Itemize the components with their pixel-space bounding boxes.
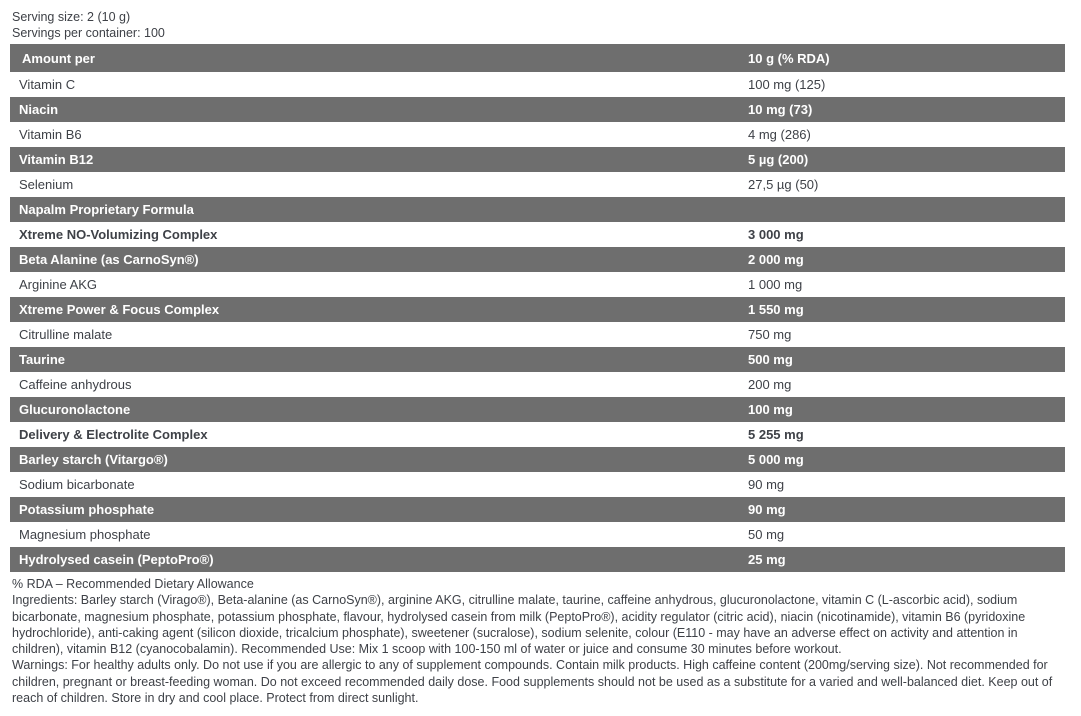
- nutrition-table: Amount per 10 g (% RDA) Vitamin C 100 mg …: [10, 44, 1065, 572]
- row-value: 200 mg: [748, 377, 792, 392]
- row-name: Xtreme NO-Volumizing Complex: [19, 227, 218, 242]
- row-value: 90 mg: [748, 502, 786, 517]
- row-value: 750 mg: [748, 327, 792, 342]
- row-name: Beta Alanine (as CarnoSyn®): [19, 252, 199, 267]
- table-row: Taurine 500 mg: [10, 347, 1065, 372]
- table-row: Xtreme Power & Focus Complex 1 550 mg: [10, 297, 1065, 322]
- row-name: Taurine: [19, 352, 65, 367]
- row-name: Sodium bicarbonate: [19, 477, 135, 492]
- row-value: 10 mg (73): [748, 102, 813, 117]
- row-name: Xtreme Power & Focus Complex: [19, 302, 220, 317]
- row-value: 3 000 mg: [748, 227, 804, 242]
- column-header-amount-per: Amount per: [22, 50, 95, 66]
- row-name: Vitamin C: [19, 77, 76, 92]
- row-name: Niacin: [19, 102, 59, 117]
- table-row: Delivery & Electrolite Complex 5 255 mg: [10, 422, 1065, 447]
- table-row: Vitamin B6 4 mg (286): [10, 122, 1065, 147]
- table-row: Hydrolysed casein (PeptoPro®) 25 mg: [10, 547, 1065, 572]
- row-value: 27,5 µg (50): [748, 177, 819, 192]
- table-row: Potassium phosphate 90 mg: [10, 497, 1065, 522]
- table-row: Napalm Proprietary Formula: [10, 197, 1065, 222]
- row-value: 50 mg: [748, 527, 785, 542]
- serving-size: Serving size: 2 (10 g): [12, 10, 131, 24]
- table-row: Sodium bicarbonate 90 mg: [10, 472, 1065, 497]
- row-name: Barley starch (Vitargo®): [19, 452, 168, 467]
- table-row: Beta Alanine (as CarnoSyn®) 2 000 mg: [10, 247, 1065, 272]
- serving-info: Serving size: 2 (10 g) Servings per cont…: [0, 0, 1081, 44]
- row-value: 2 000 mg: [748, 252, 804, 267]
- table-row: Glucuronolactone 100 mg: [10, 397, 1065, 422]
- row-name: Hydrolysed casein (PeptoPro®): [19, 552, 214, 567]
- row-name: Vitamin B12: [19, 152, 94, 167]
- row-value: 4 mg (286): [748, 127, 811, 142]
- label-footnotes: % RDA – Recommended Dietary Allowance In…: [12, 576, 1070, 706]
- table-row: Selenium 27,5 µg (50): [10, 172, 1065, 197]
- row-name: Delivery & Electrolite Complex: [19, 427, 208, 442]
- ingredients-text: Ingredients: Barley starch (Virago®), Be…: [12, 593, 1026, 657]
- servings-per-container: Servings per container: 100: [12, 26, 165, 40]
- table-row: Vitamin B12 5 µg (200): [10, 147, 1065, 172]
- warnings-text: Warnings: For healthy adults only. Do no…: [12, 658, 1053, 706]
- table-row: Arginine AKG 1 000 mg: [10, 272, 1065, 297]
- table-row: Xtreme NO-Volumizing Complex 3 000 mg: [10, 222, 1065, 247]
- row-value: 5 000 mg: [748, 452, 804, 467]
- table-row: Niacin 10 mg (73): [10, 97, 1065, 122]
- row-name: Selenium: [19, 177, 74, 192]
- row-name: Potassium phosphate: [19, 502, 155, 517]
- row-name: Napalm Proprietary Formula: [19, 202, 194, 217]
- row-name: Citrulline malate: [19, 327, 113, 342]
- row-name: Caffeine anhydrous: [19, 377, 132, 392]
- row-value: 100 mg (125): [748, 77, 826, 92]
- column-header-per-serving: 10 g (% RDA): [748, 50, 830, 66]
- table-row: Magnesium phosphate 50 mg: [10, 522, 1065, 547]
- rda-footnote: % RDA – Recommended Dietary Allowance: [12, 577, 254, 591]
- row-name: Glucuronolactone: [19, 402, 131, 417]
- row-value: 5 µg (200): [748, 152, 809, 167]
- row-value: 500 mg: [748, 352, 793, 367]
- row-name: Magnesium phosphate: [19, 527, 151, 542]
- table-row: Vitamin C 100 mg (125): [10, 72, 1065, 97]
- table-row: Caffeine anhydrous 200 mg: [10, 372, 1065, 397]
- table-header-row: Amount per 10 g (% RDA): [10, 44, 1065, 72]
- row-name: Vitamin B6: [19, 127, 82, 142]
- row-value: 1 550 mg: [748, 302, 804, 317]
- row-value: 90 mg: [748, 477, 785, 492]
- row-value: 100 mg: [748, 402, 793, 417]
- table-body: Vitamin C 100 mg (125) Niacin 10 mg (73) Vit…: [10, 72, 1065, 572]
- row-name: Arginine AKG: [19, 277, 98, 292]
- row-value: 5 255 mg: [748, 427, 804, 442]
- row-value: 25 mg: [748, 552, 786, 567]
- table-row: Barley starch (Vitargo®) 5 000 mg: [10, 447, 1065, 472]
- table-row: Citrulline malate 750 mg: [10, 322, 1065, 347]
- row-value: 1 000 mg: [748, 277, 803, 292]
